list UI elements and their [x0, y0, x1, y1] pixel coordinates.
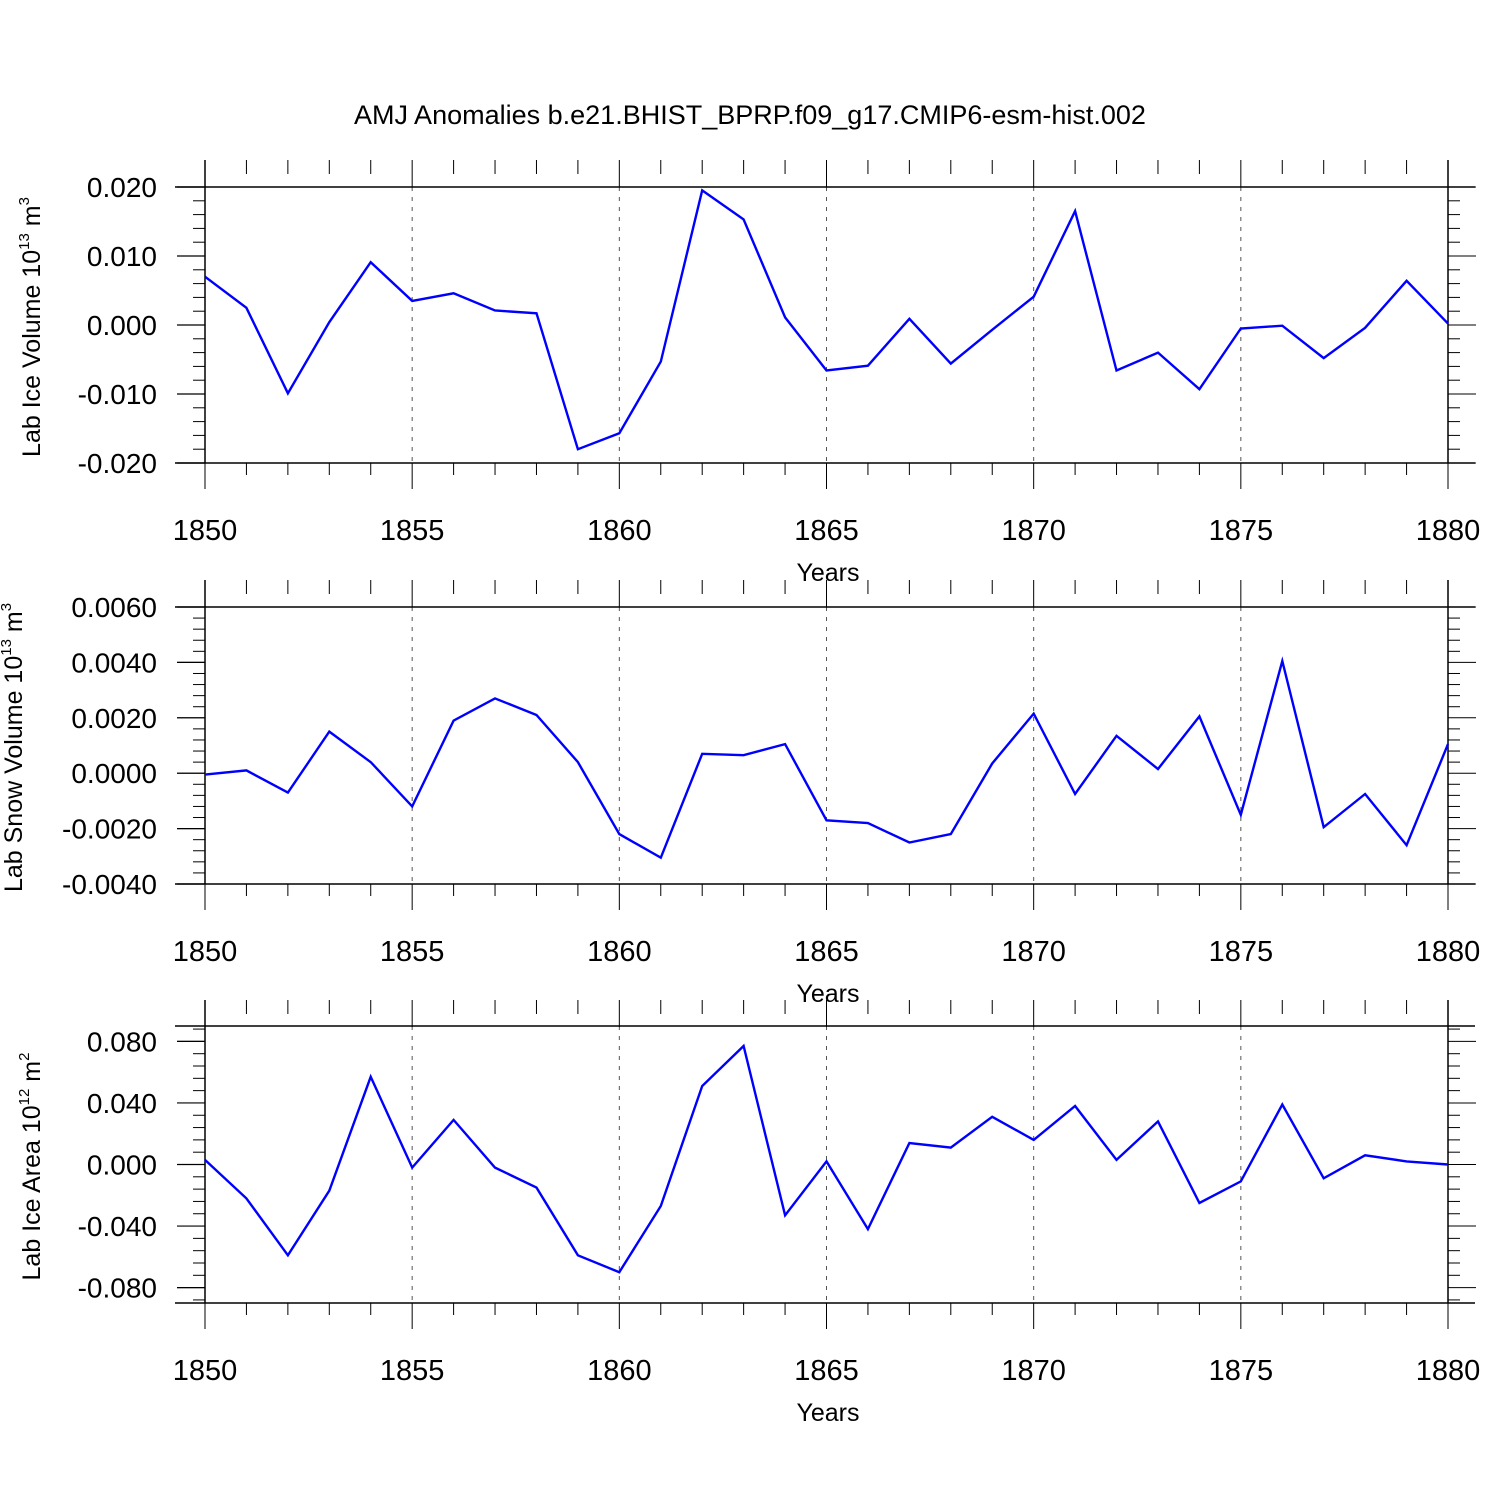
x-tick-label: 1860 [587, 515, 652, 547]
x-tick-label: 1855 [380, 515, 445, 547]
y-tick-label: 0.040 [87, 1088, 157, 1119]
x-tick-label: 1855 [380, 1355, 445, 1387]
y-tick-label: -0.040 [78, 1211, 157, 1242]
x-tick-label: 1870 [1001, 1355, 1066, 1387]
y-tick-label: -0.0040 [62, 869, 157, 900]
series-line [204, 188, 1449, 451]
y-tick-label: -0.020 [78, 448, 157, 479]
y-tick-label: 0.0040 [71, 647, 157, 678]
y-tick-label: 0.080 [87, 1026, 157, 1057]
x-tick-label: 1850 [173, 1355, 238, 1387]
x-tick-label: 1860 [587, 1355, 652, 1387]
y-tick-label: 0.010 [87, 241, 157, 272]
y-tick-label: -0.0020 [62, 814, 157, 845]
y-tick-label: 0.0020 [71, 703, 157, 734]
y-tick-label: 0.0060 [71, 592, 157, 623]
y-axis-title: Lab Ice Area 1012 m2 [16, 1053, 46, 1281]
x-tick-label: 1880 [1416, 936, 1481, 968]
x-tick-label: 1875 [1209, 936, 1274, 968]
x-tick-label: 1855 [380, 936, 445, 968]
series-line [204, 656, 1450, 860]
x-tick-label: 1865 [794, 1355, 859, 1387]
x-tick-label: 1875 [1209, 1355, 1274, 1387]
y-tick-label: 0.0000 [71, 758, 157, 789]
series-line [204, 1043, 1449, 1274]
x-tick-label: 1865 [794, 936, 859, 968]
x-axis-title: Years [796, 980, 859, 1008]
x-tick-label: 1860 [587, 936, 652, 968]
panel-lab-snow-volume: 1850 1855 1860 1865 1870 1875 1880 Years -0.0040… [0, 580, 1480, 1008]
chart-title: AMJ Anomalies b.e21.BHIST_BPRP.f09_g17.C… [354, 100, 1146, 130]
y-tick-label: 0.000 [87, 310, 157, 341]
x-tick-label: 1870 [1001, 936, 1066, 968]
y-tick-label: 0.000 [87, 1150, 157, 1181]
y-axis-title: Lab Snow Volume 1013 m3 [0, 603, 28, 892]
panel-lab-ice-area: 1850 1855 1860 1865 1870 1875 1880 Years -0.080 -… [16, 1000, 1480, 1427]
y-tick-label: 0.020 [87, 172, 157, 203]
x-axis-title: Years [796, 559, 859, 587]
x-tick-label: 1875 [1209, 515, 1274, 547]
x-tick-label: 1850 [173, 936, 238, 968]
x-tick-label: 1850 [173, 515, 238, 547]
x-axis-title: Years [796, 1399, 859, 1427]
x-tick-label: 1880 [1416, 1355, 1481, 1387]
x-tick-label: 1880 [1416, 515, 1481, 547]
panel-lab-ice-volume: 1850 1855 1860 1865 1870 1875 1880 Years -0.020 -… [16, 160, 1480, 587]
x-tick-label: 1865 [794, 515, 859, 547]
y-axis-title: Lab Ice Volume 1013 m3 [16, 197, 46, 457]
y-tick-label: -0.080 [78, 1273, 157, 1304]
y-tick-label: -0.010 [78, 379, 157, 410]
x-tick-label: 1870 [1001, 515, 1066, 547]
